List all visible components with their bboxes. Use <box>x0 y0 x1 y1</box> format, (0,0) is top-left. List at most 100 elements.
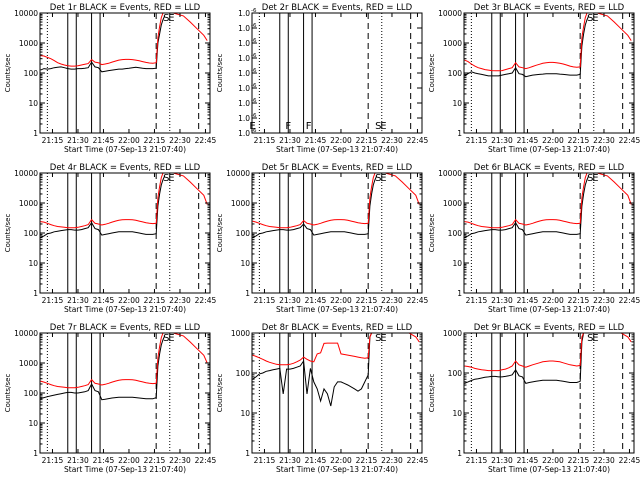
series-events-line <box>40 335 166 401</box>
marker-label-s: S <box>163 13 169 24</box>
x-tick-label: 21:30 <box>67 296 89 305</box>
marker-label-e: E <box>380 173 386 184</box>
y-tick-exponent: -6 <box>251 113 257 119</box>
x-tick-label: 21:15 <box>254 456 276 465</box>
y-tick-label: 10000 <box>438 169 462 178</box>
panel-title: Det 6r BLACK = Events, RED = LLD <box>474 163 625 173</box>
y-tick-exponent: -6 <box>251 8 257 14</box>
y-tick-label: 100 <box>24 389 39 398</box>
y-tick-label: 100 <box>24 69 39 78</box>
y-axis-label: Counts/sec <box>4 54 12 93</box>
x-tick-label: 22:30 <box>593 136 615 145</box>
x-tick-label: 22:30 <box>169 136 191 145</box>
series-events-line <box>464 333 589 384</box>
panel-title: Det 2r BLACK = Events, RED = LLD <box>262 3 413 13</box>
x-tick-label: 22:30 <box>381 296 403 305</box>
x-tick-label: 22:30 <box>381 136 403 145</box>
y-tick-label: 1000 <box>443 39 462 48</box>
x-tick-label: 21:30 <box>279 296 301 305</box>
series-events-line <box>464 15 590 78</box>
x-tick-label: 22:15 <box>568 456 590 465</box>
x-tick-label: 21:30 <box>279 456 301 465</box>
x-tick-label: 21:45 <box>93 136 115 145</box>
x-tick-label: 22:30 <box>593 456 615 465</box>
x-axis-label: Start Time (07-Sep-13 21:07:40) <box>276 305 398 314</box>
y-axis-label: Counts/sec <box>428 54 436 93</box>
x-tick-label: 21:45 <box>305 296 327 305</box>
y-tick-label: 1 <box>245 449 250 458</box>
x-axis-label: Start Time (07-Sep-13 21:07:40) <box>488 305 610 314</box>
series-lld-line <box>464 173 632 229</box>
y-tick-label: 1.0 <box>238 39 250 48</box>
x-axis-label: Start Time (07-Sep-13 21:07:40) <box>64 305 186 314</box>
y-tick-label: 100 <box>448 69 463 78</box>
data-layer <box>40 173 208 293</box>
x-tick-label: 21:45 <box>305 456 327 465</box>
x-tick-label: 22:00 <box>330 136 352 145</box>
y-tick-exponent: -6 <box>251 38 257 44</box>
x-tick-label: 21:30 <box>67 456 89 465</box>
data-layer <box>464 173 632 293</box>
panel-title: Det 7r BLACK = Events, RED = LLD <box>50 323 201 333</box>
x-axis-label: Start Time (07-Sep-13 21:07:40) <box>276 465 398 474</box>
y-axis-label: Counts/sec <box>4 374 12 413</box>
y-tick-label: 10 <box>240 409 250 418</box>
x-tick-label: 21:15 <box>466 136 488 145</box>
y-tick-label: 1000 <box>19 359 38 368</box>
data-layer <box>258 13 412 133</box>
marker-label-s: S <box>163 333 169 344</box>
x-tick-label: 21:15 <box>42 136 64 145</box>
plot-frame <box>463 172 635 294</box>
y-tick-label: 10 <box>28 99 38 108</box>
y-tick-label: 1.0 <box>238 69 250 78</box>
y-axis-label: Counts/sec <box>216 374 224 413</box>
series-events-line <box>464 175 590 239</box>
y-axis-label: Counts/sec <box>216 54 224 93</box>
y-tick-label: 1 <box>457 129 462 138</box>
x-tick-label: 22:15 <box>144 456 166 465</box>
series-lld-line <box>252 333 420 366</box>
x-axis-label: Start Time (07-Sep-13 21:07:40) <box>488 145 610 154</box>
marker-label-e: E <box>380 333 386 344</box>
x-tick-label: 21:30 <box>491 136 513 145</box>
y-tick-label: 10 <box>28 259 38 268</box>
y-tick-label: 100 <box>24 229 39 238</box>
x-tick-label: 22:15 <box>356 136 378 145</box>
x-tick-label: 22:45 <box>407 296 429 305</box>
x-tick-label: 21:15 <box>466 296 488 305</box>
x-tick-label: 21:15 <box>254 296 276 305</box>
y-tick-label: 1.0 <box>238 54 250 63</box>
y-tick-label: 10000 <box>14 9 38 18</box>
panel-title: Det 3r BLACK = Events, RED = LLD <box>474 3 625 13</box>
plot-frame <box>251 12 423 134</box>
y-tick-label: 10 <box>28 419 38 428</box>
marker-label-f: F <box>285 121 291 132</box>
x-tick-label: 22:30 <box>381 456 403 465</box>
y-tick-label: 100 <box>448 229 463 238</box>
data-layer <box>40 13 208 133</box>
panel-title: Det 9r BLACK = Events, RED = LLD <box>474 323 625 333</box>
y-tick-label: 100 <box>236 229 251 238</box>
x-tick-label: 21:15 <box>254 136 276 145</box>
x-tick-label: 21:45 <box>305 136 327 145</box>
marker-label-s: S <box>163 173 169 184</box>
x-tick-label: 22:45 <box>407 136 429 145</box>
x-tick-label: 22:45 <box>195 136 217 145</box>
marker-label-f: F <box>306 121 312 132</box>
x-tick-label: 22:45 <box>619 136 640 145</box>
marker-label-e: E <box>249 121 255 132</box>
marker-label-e: E <box>592 173 598 184</box>
y-axis-label: Counts/sec <box>216 214 224 253</box>
plot-frame <box>251 332 423 454</box>
marker-label-s: S <box>587 333 593 344</box>
series-events-line <box>40 15 166 73</box>
x-tick-label: 22:45 <box>619 456 640 465</box>
y-tick-label: 1.0 <box>238 84 250 93</box>
y-tick-label: 10 <box>240 259 250 268</box>
marker-label-s: S <box>375 333 381 344</box>
plot-frame <box>39 172 211 294</box>
y-tick-label: 100 <box>236 369 251 378</box>
